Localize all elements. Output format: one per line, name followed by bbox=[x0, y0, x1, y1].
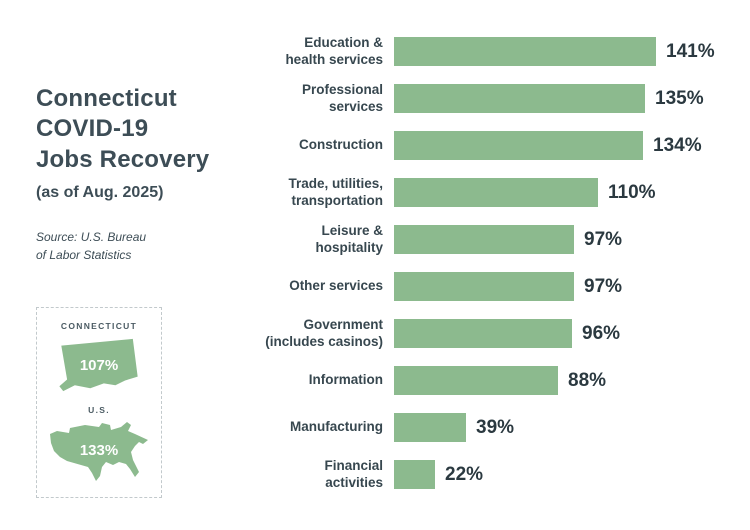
bar bbox=[394, 178, 598, 207]
connecticut-label: CONNECTICUT bbox=[60, 321, 138, 331]
bar bbox=[394, 84, 645, 113]
bar-track: 88% bbox=[394, 366, 740, 395]
bar-value: 141% bbox=[666, 40, 715, 62]
bar-row: Education & health services 141% bbox=[245, 28, 740, 75]
bar-label: Construction bbox=[299, 137, 383, 153]
comparison-box: CONNECTICUT 107% U.S. 133% bbox=[36, 307, 162, 498]
bar-track: 22% bbox=[394, 460, 740, 489]
bar-label: Education & health services bbox=[285, 35, 383, 67]
bar-row: Construction 134% bbox=[245, 122, 740, 169]
bar-row: Professional services 135% bbox=[245, 75, 740, 122]
bar-row: Leisure & hospitality 97% bbox=[245, 216, 740, 263]
bar-value: 135% bbox=[655, 87, 704, 109]
bar-value: 110% bbox=[608, 181, 656, 203]
bar-label: Government (includes casinos) bbox=[265, 317, 383, 349]
bar-label: Other services bbox=[289, 278, 383, 294]
bar-track: 135% bbox=[394, 84, 740, 113]
bar-row: Other services 97% bbox=[245, 263, 740, 310]
bar-value: 88% bbox=[568, 369, 607, 391]
bar-value: 134% bbox=[653, 134, 702, 156]
us-label: U.S. bbox=[88, 405, 110, 415]
bar-value: 22% bbox=[445, 463, 484, 485]
bar bbox=[394, 225, 574, 254]
bar-track: 97% bbox=[394, 272, 740, 301]
bar-row: Financial activities 22% bbox=[245, 451, 740, 498]
bar-row: Manufacturing 39% bbox=[245, 404, 740, 451]
bar-row: Trade, utilities, transportation 110% bbox=[245, 169, 740, 216]
bar-row: Information 88% bbox=[245, 357, 740, 404]
bar-label: Trade, utilities, transportation bbox=[288, 176, 383, 208]
bar-track: 96% bbox=[394, 319, 740, 348]
bar-track: 134% bbox=[394, 131, 740, 160]
bar-label: Manufacturing bbox=[290, 419, 383, 435]
bar-label: Leisure & hospitality bbox=[315, 223, 383, 255]
bar bbox=[394, 460, 435, 489]
bar bbox=[394, 272, 574, 301]
bar-track: 141% bbox=[394, 37, 740, 66]
source-note: Source: U.S. Bureau of Labor Statistics bbox=[36, 230, 147, 263]
bar-value: 97% bbox=[584, 228, 623, 250]
connecticut-shape: 107% bbox=[55, 336, 143, 394]
bar-row: Government (includes casinos) 96% bbox=[245, 310, 740, 357]
bar-track: 110% bbox=[394, 178, 740, 207]
us-value: 133% bbox=[79, 441, 119, 459]
bar-track: 39% bbox=[394, 413, 740, 442]
bar-value: 39% bbox=[476, 416, 515, 438]
bar-label: Financial activities bbox=[324, 458, 383, 490]
bar bbox=[394, 37, 656, 66]
bar-label: Information bbox=[308, 372, 383, 388]
bar bbox=[394, 319, 572, 348]
bar-chart: Education & health services 141% Profess… bbox=[245, 28, 740, 498]
connecticut-map-icon bbox=[59, 338, 138, 392]
bar-value: 97% bbox=[584, 275, 623, 297]
bar-value: 96% bbox=[582, 322, 621, 344]
us-shape: 133% bbox=[47, 420, 151, 484]
chart-title: Connecticut COVID-19 Jobs Recovery bbox=[36, 85, 210, 173]
bar-track: 97% bbox=[394, 225, 740, 254]
bar bbox=[394, 413, 466, 442]
bar-label: Professional services bbox=[301, 82, 383, 114]
connecticut-value: 107% bbox=[79, 356, 119, 374]
bar bbox=[394, 131, 643, 160]
bar bbox=[394, 366, 558, 395]
chart-subtitle: (as of Aug. 2025) bbox=[36, 184, 164, 202]
left-panel: Connecticut COVID-19 Jobs Recovery (as o… bbox=[36, 84, 246, 264]
us-map-icon bbox=[50, 422, 148, 481]
